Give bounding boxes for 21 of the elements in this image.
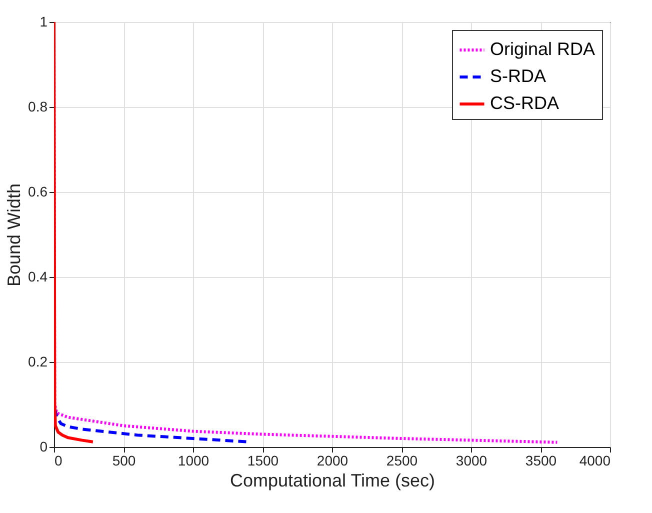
legend-label: CS-RDA (490, 93, 560, 113)
x-tick-label: 2000 (316, 452, 348, 468)
x-tick-label: 1500 (247, 452, 279, 468)
y-tick-label: 1 (40, 14, 48, 30)
x-axis-title: Computational Time (sec) (230, 470, 436, 490)
y-axis-title: Bound Width (4, 183, 24, 287)
legend-label: S-RDA (490, 66, 546, 86)
legend-label: Original RDA (490, 39, 596, 59)
y-tick-label: 0.2 (28, 354, 48, 370)
y-tick-label: 0.8 (28, 98, 48, 114)
x-tick-label: 3500 (525, 452, 557, 468)
x-tick-label: 500 (112, 452, 136, 468)
x-tick-label: 2500 (386, 452, 418, 468)
y-tick-label: 0.4 (28, 268, 48, 284)
x-tick-label: 0 (54, 452, 62, 468)
y-tick-label: 0 (40, 438, 48, 454)
line-series (54, 22, 94, 444)
y-tick-label: 0.6 (28, 184, 48, 200)
x-tick-label: 4000 (579, 452, 611, 468)
x-tick-label: 1000 (178, 452, 210, 468)
x-tick-label: 3000 (456, 452, 488, 468)
